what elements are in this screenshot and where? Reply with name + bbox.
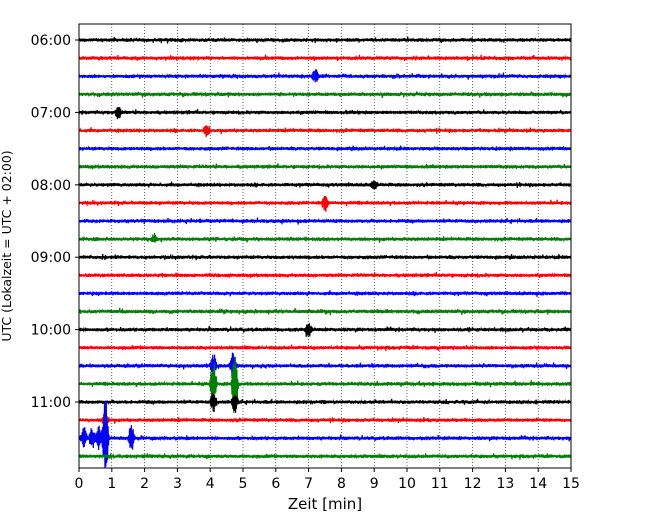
y-tick-label: 06:00 — [31, 33, 71, 49]
x-axis-label: Zeit [min] — [288, 495, 362, 513]
trace-line — [78, 344, 572, 352]
y-tick-label: 09:00 — [31, 250, 71, 266]
trace-line — [78, 392, 572, 413]
x-tick-label: 13 — [496, 476, 514, 492]
trace-line — [78, 145, 572, 152]
x-tick-label: 2 — [140, 476, 149, 492]
x-tick-label: 10 — [398, 476, 416, 492]
x-tick-label: 0 — [75, 476, 84, 492]
y-tick-label: 10:00 — [31, 323, 71, 339]
trace-line — [78, 91, 572, 99]
x-tick-label: 11 — [431, 476, 449, 492]
x-tick-label: 5 — [239, 476, 248, 492]
grid-lines — [111, 24, 539, 468]
y-axis-label: UTC (Lokalzeit = UTC + 02:00) — [0, 150, 14, 341]
x-tick-label: 3 — [173, 476, 182, 492]
trace-line — [78, 163, 572, 170]
y-tick-label: 11:00 — [31, 395, 71, 411]
trace-line — [78, 125, 572, 138]
trace-line — [78, 400, 572, 469]
trace-line — [78, 253, 572, 261]
x-tick-label: 8 — [337, 476, 346, 492]
trace-line — [78, 411, 572, 427]
plot-frame — [78, 23, 572, 469]
trace-line — [78, 36, 572, 44]
y-axis-ticks: 06:00 07:00 08:00 09:00 10:00 11:00 — [31, 33, 79, 411]
trace-line — [78, 323, 572, 337]
x-tick-label: 14 — [529, 476, 547, 492]
y-tick-label: 08:00 — [31, 178, 71, 194]
x-tick-label: 4 — [206, 476, 215, 492]
trace-line — [78, 69, 572, 83]
trace-line — [78, 195, 572, 212]
trace-line — [78, 180, 572, 190]
trace-line — [78, 290, 572, 297]
x-tick-label: 1 — [107, 476, 116, 492]
trace-line — [78, 54, 572, 62]
trace-line — [78, 107, 572, 120]
trace-line — [78, 217, 572, 225]
trace-line — [78, 357, 572, 413]
x-tick-label: 15 — [562, 476, 580, 492]
x-tick-label: 7 — [304, 476, 313, 492]
trace-line — [78, 307, 572, 316]
trace-line — [78, 271, 572, 279]
x-tick-label: 9 — [370, 476, 379, 492]
trace-line — [78, 232, 572, 243]
trace-line — [78, 352, 572, 379]
x-axis-ticks: 0 1 2 3 4 5 6 7 8 9 10 11 12 13 14 15 — [75, 468, 580, 492]
y-tick-label: 07:00 — [31, 105, 71, 121]
x-tick-label: 6 — [271, 476, 280, 492]
x-tick-label: 12 — [464, 476, 482, 492]
trace-line — [78, 453, 572, 460]
trace-series — [78, 36, 572, 469]
